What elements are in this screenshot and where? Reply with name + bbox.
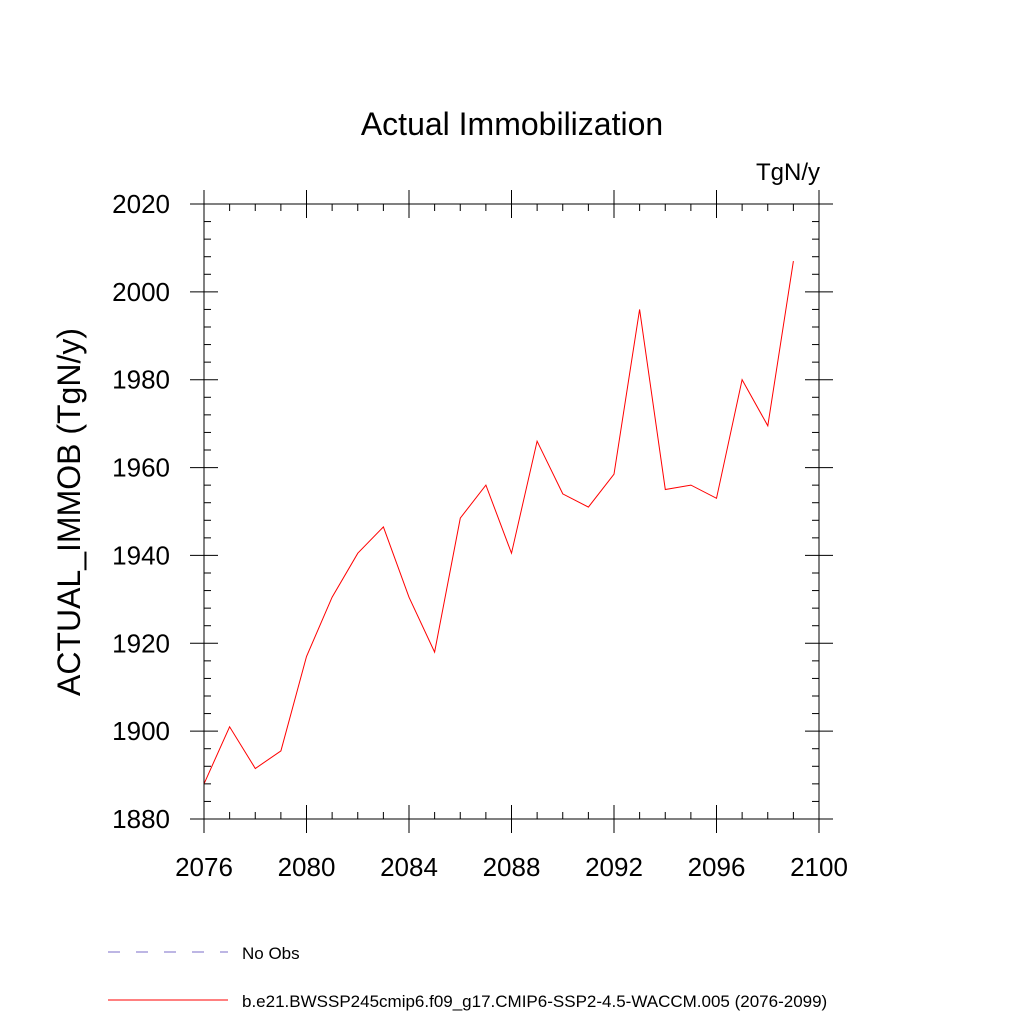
y-tick-label: 1980 xyxy=(112,365,170,395)
y-tick-label: 1960 xyxy=(112,453,170,483)
legend-label: b.e21.BWSSP245cmip6.f09_g17.CMIP6-SSP2-4… xyxy=(242,992,827,1011)
y-axis-label: ACTUAL_IMMOB (TgN/y) xyxy=(51,328,87,696)
series-line xyxy=(203,261,794,785)
major-ticks xyxy=(190,190,833,833)
y-tick-label: 1900 xyxy=(112,716,170,746)
x-tick-labels: 2076 2080 2084 2088 2092 2096 2100 xyxy=(175,852,848,882)
x-tick-label: 2100 xyxy=(790,852,848,882)
plot-frame xyxy=(203,203,820,820)
y-tick-label: 1880 xyxy=(112,804,170,834)
x-tick-label: 2092 xyxy=(585,852,643,882)
y-tick-label: 1920 xyxy=(112,628,170,658)
y-tick-label: 2020 xyxy=(112,189,170,219)
plot-lines xyxy=(203,261,794,785)
x-tick-label: 2076 xyxy=(175,852,233,882)
units-label: TgN/y xyxy=(756,159,820,186)
x-tick-label: 2088 xyxy=(483,852,541,882)
x-tick-label: 2096 xyxy=(688,852,746,882)
minor-ticks xyxy=(204,204,819,819)
x-tick-label: 2080 xyxy=(278,852,336,882)
y-tick-label: 2000 xyxy=(112,277,170,307)
y-tick-labels: 1880 1900 1920 1940 1960 1980 2000 2020 xyxy=(112,189,170,834)
chart-title: Actual Immobilization xyxy=(361,106,663,142)
x-tick-label: 2084 xyxy=(380,852,438,882)
y-tick-label: 1940 xyxy=(112,540,170,570)
legend-label: No Obs xyxy=(242,944,300,963)
legend: No Obs b.e21.BWSSP245cmip6.f09_g17.CMIP6-… xyxy=(108,944,827,1011)
